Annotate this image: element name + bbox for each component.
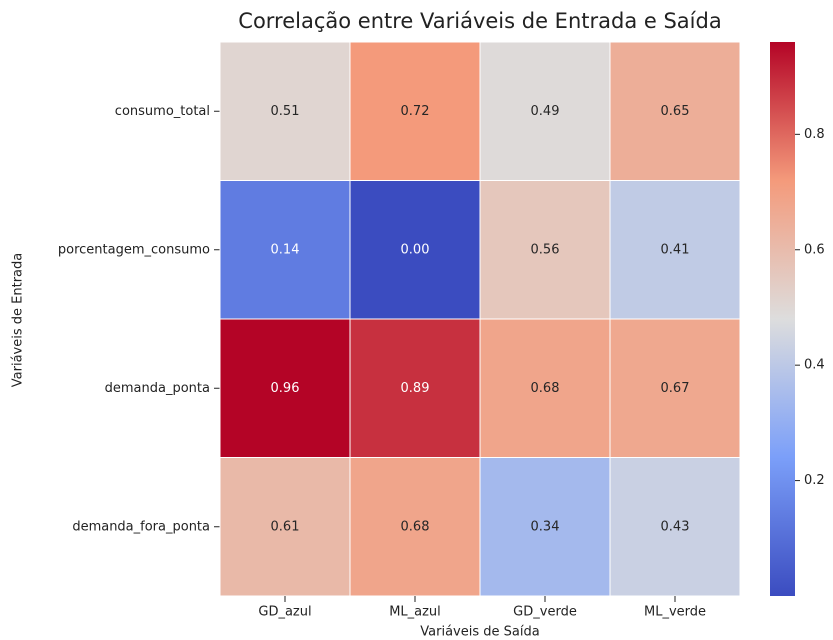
heatmap-cell — [219, 318, 351, 458]
heatmap-cell — [479, 180, 611, 320]
colorbar-tick-label: 0.8 — [804, 127, 825, 142]
x-tick-label: ML_verde — [644, 605, 706, 620]
x-tick-label: ML_azul — [389, 605, 441, 620]
heatmap-cell — [349, 41, 481, 181]
x-tick-label: GD_verde — [513, 605, 577, 620]
heatmap-cell — [609, 318, 741, 458]
x-axis-label: Variáveis de Saída — [420, 625, 539, 640]
cell-label: 0.67 — [661, 381, 690, 396]
heatmap-cell — [609, 457, 741, 597]
y-tick-label: consumo_total — [115, 104, 210, 119]
cell-label: 0.56 — [531, 242, 560, 257]
x-tick-label: GD_azul — [258, 605, 311, 620]
heatmap-cell — [609, 180, 741, 320]
chart-title: Correlação entre Variáveis de Entrada e … — [238, 9, 721, 33]
cell-label: 0.89 — [401, 381, 430, 396]
heatmap-cell — [609, 41, 741, 181]
heatmap-cell — [349, 180, 481, 320]
y-tick-label: demanda_ponta — [105, 381, 210, 396]
cell-label: 0.51 — [271, 104, 300, 119]
y-axis-label: Variáveis de Entrada — [11, 253, 26, 387]
cell-label: 0.96 — [271, 381, 300, 396]
heatmap-cell — [349, 318, 481, 458]
colorbar-tick-label: 0.4 — [804, 358, 825, 373]
y-tick-label: porcentagem_consumo — [58, 242, 210, 257]
cell-label: 0.65 — [661, 104, 690, 119]
cell-label: 0.68 — [401, 519, 430, 534]
cell-label: 0.68 — [531, 381, 560, 396]
colorbar-tick-label: 0.2 — [804, 473, 825, 488]
cell-label: 0.61 — [271, 519, 300, 534]
cell-label: 0.72 — [401, 104, 430, 119]
y-tick-label: demanda_fora_ponta — [72, 519, 210, 534]
colorbar-tick-label: 0.6 — [804, 242, 825, 257]
colorbar — [770, 42, 795, 596]
cell-label: 0.00 — [401, 242, 430, 257]
cell-label: 0.41 — [661, 242, 690, 257]
cell-label: 0.14 — [271, 242, 300, 257]
cell-label: 0.43 — [661, 519, 690, 534]
heatmap-cell — [349, 457, 481, 597]
cell-label: 0.49 — [531, 104, 560, 119]
cell-label: 0.34 — [531, 519, 560, 534]
